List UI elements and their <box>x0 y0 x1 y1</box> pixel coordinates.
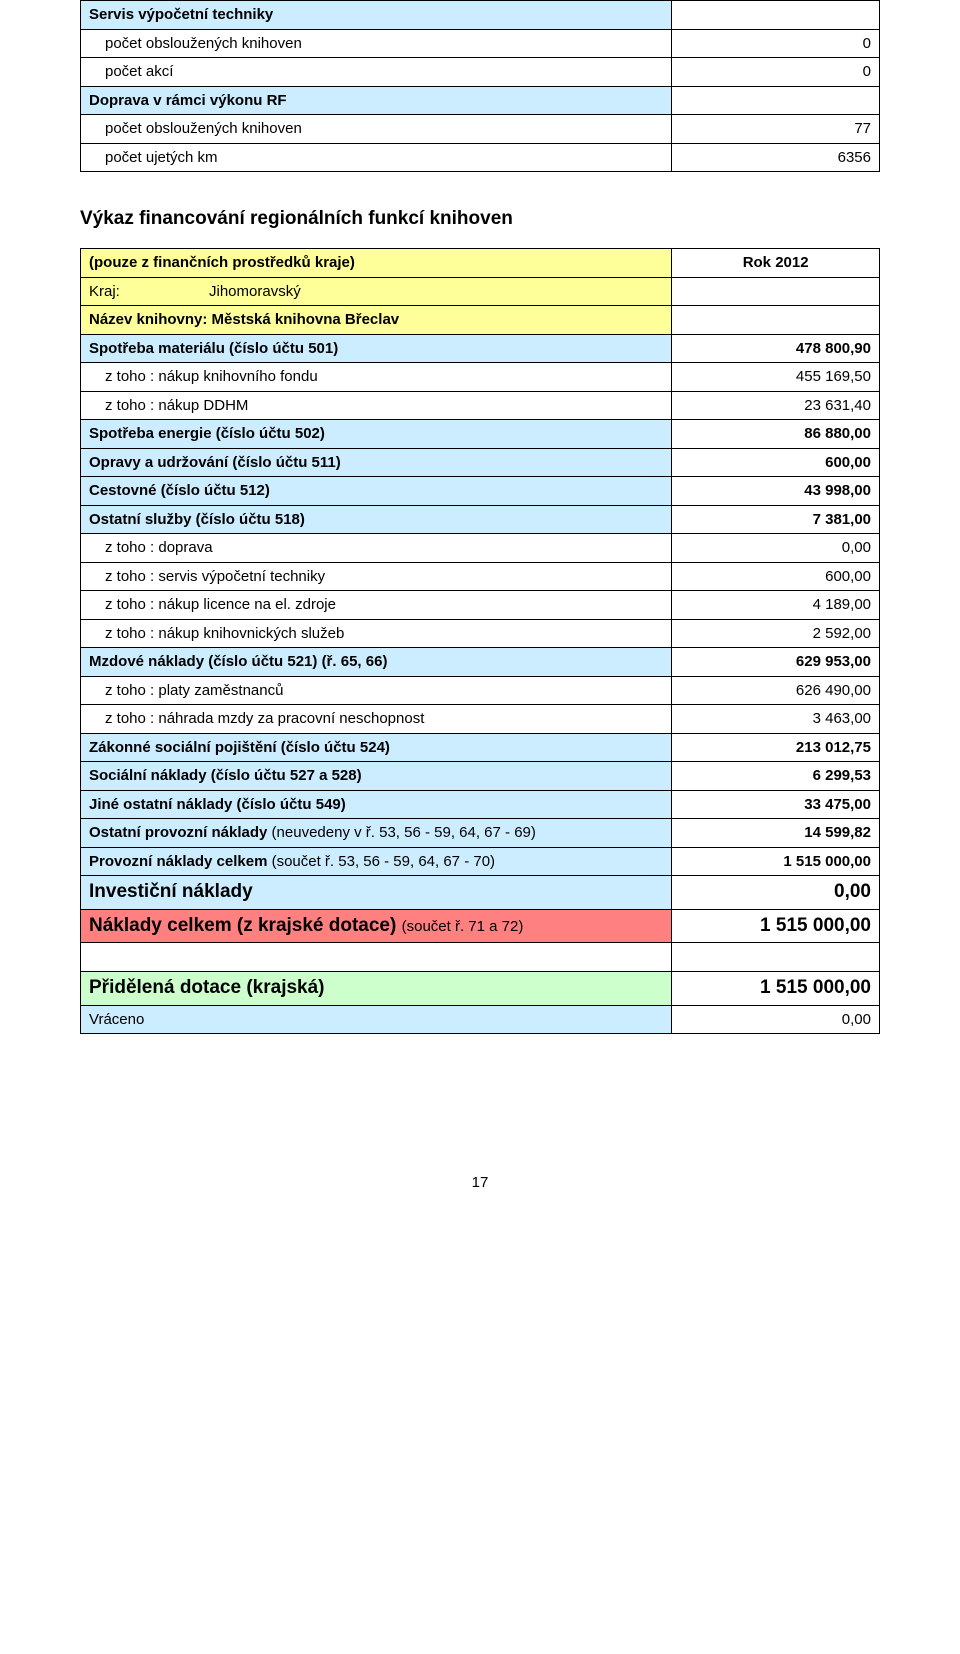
row-value <box>672 86 880 115</box>
row-label: Spotřeba energie (číslo účtu 502) <box>81 420 672 449</box>
row-value: 0,00 <box>672 534 880 563</box>
row-label: Cestovné (číslo účtu 512) <box>81 477 672 506</box>
row-value: 0,00 <box>672 876 880 910</box>
row-value: 1 515 000,00 <box>672 909 880 943</box>
row-value: 6 299,53 <box>672 762 880 791</box>
row-label: Mzdové náklady (číslo účtu 521) (ř. 65, … <box>81 648 672 677</box>
row-label: z toho : doprava <box>81 534 672 563</box>
row-value: 33 475,00 <box>672 790 880 819</box>
row-label: Opravy a udržování (číslo účtu 511) <box>81 448 672 477</box>
row-value: 14 599,82 <box>672 819 880 848</box>
financing-table: (pouze z finančních prostředků kraje) Ro… <box>80 248 880 1034</box>
row-label: Ostatní služby (číslo účtu 518) <box>81 505 672 534</box>
service-transport-table: Servis výpočetní technikypočet obsloužen… <box>80 0 880 172</box>
row-label: Náklady celkem (z krajské dotace) (souče… <box>81 909 672 943</box>
kraj-label: Kraj: <box>89 282 209 302</box>
row-label: Spotřeba materiálu (číslo účtu 501) <box>81 334 672 363</box>
row-label: Investiční náklady <box>81 876 672 910</box>
header-pouze: (pouze z finančních prostředků kraje) <box>81 249 672 278</box>
row-value: 629 953,00 <box>672 648 880 677</box>
row-label: z toho : nákup licence na el. zdroje <box>81 591 672 620</box>
row-value <box>672 1 880 30</box>
row-value: 1 515 000,00 <box>672 971 880 1005</box>
row-label: počet obsloužených knihoven <box>81 115 672 144</box>
row-value: 0,00 <box>672 1005 880 1034</box>
row-label: počet obsloužených knihoven <box>81 29 672 58</box>
row-value: 600,00 <box>672 448 880 477</box>
row-value: 43 998,00 <box>672 477 880 506</box>
row-label: Provozní náklady celkem (součet ř. 53, 5… <box>81 847 672 876</box>
row-value: 1 515 000,00 <box>672 847 880 876</box>
row-value: 0 <box>672 58 880 87</box>
row-label: Ostatní provozní náklady (neuvedeny v ř.… <box>81 819 672 848</box>
row-label: počet ujetých km <box>81 143 672 172</box>
row-value <box>672 943 880 972</box>
row-value: 77 <box>672 115 880 144</box>
row-label: z toho : servis výpočetní techniky <box>81 562 672 591</box>
row-value: 600,00 <box>672 562 880 591</box>
row-label <box>81 943 672 972</box>
row-label: počet akcí <box>81 58 672 87</box>
row-value: 478 800,90 <box>672 334 880 363</box>
row-label: z toho : platy zaměstnanců <box>81 676 672 705</box>
header-kraj-blank <box>672 277 880 306</box>
header-nazev: Název knihovny: Městská knihovna Břeclav <box>81 306 672 335</box>
row-label: Servis výpočetní techniky <box>81 1 672 30</box>
row-label: Přidělená dotace (krajská) <box>81 971 672 1005</box>
row-label: z toho : náhrada mzdy za pracovní nescho… <box>81 705 672 734</box>
row-value: 86 880,00 <box>672 420 880 449</box>
row-value: 2 592,00 <box>672 619 880 648</box>
row-label: Doprava v rámci výkonu RF <box>81 86 672 115</box>
row-value: 626 490,00 <box>672 676 880 705</box>
row-label: Vráceno <box>81 1005 672 1034</box>
row-value: 0 <box>672 29 880 58</box>
row-label: z toho : nákup knihovnických služeb <box>81 619 672 648</box>
row-label: Sociální náklady (číslo účtu 527 a 528) <box>81 762 672 791</box>
row-label: Zákonné sociální pojištění (číslo účtu 5… <box>81 733 672 762</box>
header-nazev-blank <box>672 306 880 335</box>
header-rok: Rok 2012 <box>672 249 880 278</box>
row-label: z toho : nákup knihovního fondu <box>81 363 672 392</box>
row-label: z toho : nákup DDHM <box>81 391 672 420</box>
row-value: 4 189,00 <box>672 591 880 620</box>
section-title: Výkaz financování regionálních funkcí kn… <box>80 208 880 230</box>
row-value: 213 012,75 <box>672 733 880 762</box>
row-label: Jiné ostatní náklady (číslo účtu 549) <box>81 790 672 819</box>
row-value: 7 381,00 <box>672 505 880 534</box>
row-value: 23 631,40 <box>672 391 880 420</box>
row-value: 455 169,50 <box>672 363 880 392</box>
page-number: 17 <box>80 1174 880 1191</box>
header-kraj: Kraj:Jihomoravský <box>81 277 672 306</box>
row-value: 6356 <box>672 143 880 172</box>
row-value: 3 463,00 <box>672 705 880 734</box>
kraj-value: Jihomoravský <box>209 283 301 300</box>
